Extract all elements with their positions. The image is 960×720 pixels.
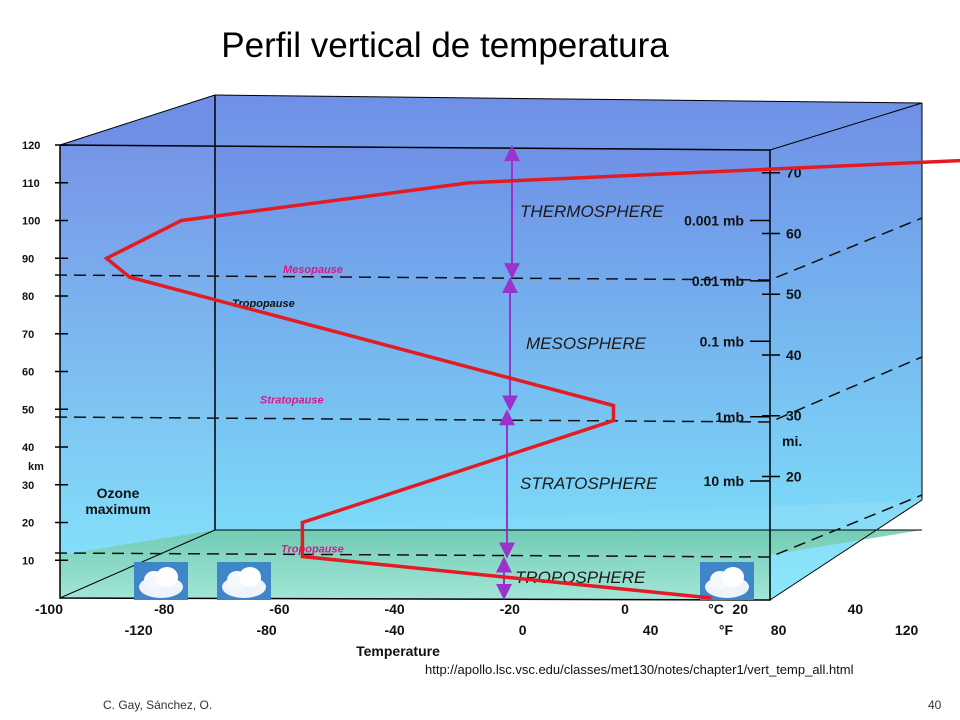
- mi-tick-label: 20: [786, 468, 802, 484]
- km-tick-label: 110: [22, 178, 40, 190]
- celsius-tick-label: 0: [621, 601, 629, 617]
- fahrenheit-tick-label: -120: [125, 622, 153, 638]
- sky-front-face: [60, 145, 770, 600]
- mi-tick-label: 30: [786, 408, 802, 424]
- bottom-edge-right: [769, 499, 923, 601]
- km-tick-label: 80: [22, 291, 34, 303]
- km-unit-label: km: [28, 461, 44, 473]
- km-tick-label: 60: [22, 367, 34, 379]
- celsius-tick-label: -40: [384, 601, 404, 617]
- km-tick-label: 50: [22, 404, 34, 416]
- mi-tick-label: 40: [786, 347, 802, 363]
- boundary-dashes: [54, 217, 923, 558]
- mi-tick-label: 50: [786, 286, 802, 302]
- top-edge-right: [769, 102, 923, 151]
- celsius-tick-label: -100: [35, 601, 63, 617]
- celsius-tick-label: -80: [154, 601, 174, 617]
- celsius-tick-label: -20: [500, 601, 520, 617]
- temperature-profile-line: [103, 158, 960, 600]
- layer-arrows: [496, 145, 520, 600]
- temperature-profile: [103, 158, 960, 600]
- cloud-photo-icon: [700, 562, 754, 600]
- layer-name-label: THERMOSPHERE: [520, 202, 664, 221]
- km-tick-label: 40: [22, 442, 34, 454]
- pressure-label: 1mb: [715, 409, 744, 425]
- mi-tick-label: 60: [786, 225, 802, 241]
- fahrenheit-tick-label: -80: [256, 622, 276, 638]
- km-tick-label: 120: [22, 140, 40, 152]
- boundary-label: Mesopause: [283, 264, 343, 276]
- layer-name-label: MESOSPHERE: [526, 334, 647, 353]
- fahrenheit-tick-label: 80: [771, 622, 787, 638]
- pressure-label: 0.01 mb: [692, 273, 744, 289]
- km-tick-label: 30: [22, 480, 34, 492]
- ozone-annotation: maximum: [85, 501, 150, 517]
- km-tick-label: 20: [22, 518, 34, 530]
- top-edge-back: [214, 94, 923, 104]
- pressure-label: 0.1 mb: [700, 333, 744, 349]
- pressure-label: 0.001 mb: [684, 213, 744, 229]
- footer-author: C. Gay, Sánchez, O.: [103, 698, 213, 712]
- fahrenheit-tick-label: 0: [519, 622, 527, 638]
- axes: 102030405060708090100110120km20304050607…: [22, 140, 919, 659]
- cloud-photo-icon: [134, 562, 188, 600]
- fahrenheit-tick-label: -40: [384, 622, 404, 638]
- sky-side-face: [770, 103, 922, 600]
- boundary-label: Tropopause: [281, 543, 344, 555]
- top-edge-left: [59, 94, 216, 146]
- boundary-label: Stratopause: [260, 394, 324, 406]
- celsius-tick-label: 40: [848, 601, 864, 617]
- page-number: 40: [928, 698, 942, 712]
- pressure-label: 10 mb: [704, 473, 744, 489]
- mesopause-dash: [54, 217, 923, 281]
- fahrenheit-tick-label: 120: [895, 622, 919, 638]
- km-tick-label: 70: [22, 329, 34, 341]
- km-tick-label: 100: [22, 216, 40, 228]
- celsius-tick-label: -60: [269, 601, 289, 617]
- fahrenheit-tick-label: 40: [643, 622, 659, 638]
- x-axis-title: Temperature: [356, 643, 440, 659]
- source-url[interactable]: http://apollo.lsc.vsc.edu/classes/met130…: [425, 662, 854, 677]
- cloud-photos: [134, 562, 754, 600]
- celsius-tick-label: 20: [732, 601, 748, 617]
- chart-labels: THERMOSPHEREMESOSPHERESTRATOSPHERETROPOS…: [85, 202, 664, 587]
- stratopause-dash: [54, 356, 923, 423]
- km-tick-label: 10: [22, 555, 34, 567]
- km-tick-label: 90: [22, 253, 34, 265]
- celsius-unit-label: °C: [708, 601, 724, 617]
- fahrenheit-unit-label: °F: [719, 622, 734, 638]
- mi-unit-label: mi.: [782, 433, 802, 449]
- slide-title: Perfil vertical de temperatura: [221, 26, 669, 65]
- cloud-photo-icon: [217, 562, 271, 600]
- layer-name-label: STRATOSPHERE: [520, 474, 658, 493]
- tropopause-dash: [54, 494, 923, 558]
- ozone-annotation: Ozone: [97, 485, 140, 501]
